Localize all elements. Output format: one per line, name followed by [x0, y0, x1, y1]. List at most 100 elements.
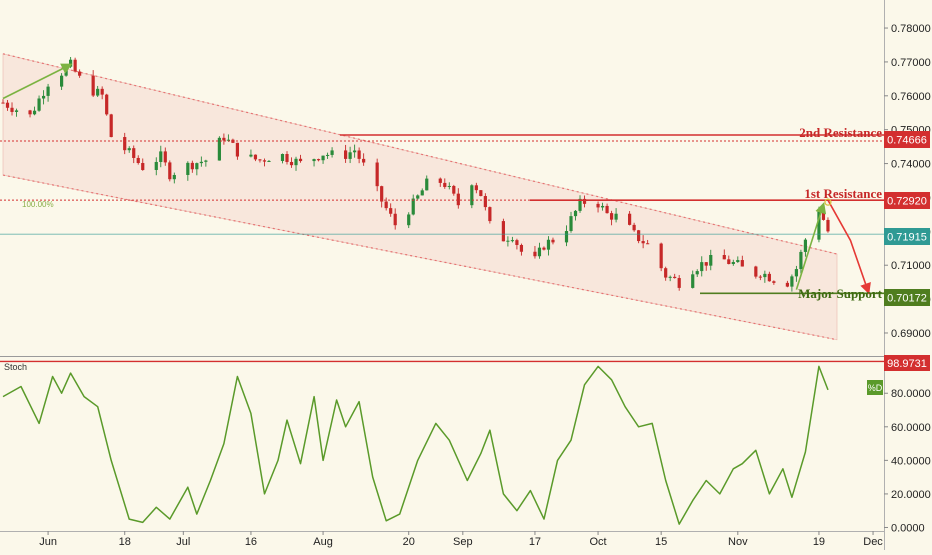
candle	[154, 157, 158, 176]
candle-body	[420, 190, 424, 196]
candle	[249, 149, 253, 158]
time-tick-label: Oct	[589, 536, 606, 548]
candle	[695, 269, 699, 277]
candle-body	[447, 185, 451, 187]
candle-body	[141, 163, 145, 170]
candle-body	[533, 251, 537, 257]
badge-stoch-level: 98.9731	[884, 355, 930, 371]
candle	[96, 85, 100, 98]
candle-body	[731, 262, 735, 265]
badge-current-price: 0.71915	[884, 228, 930, 245]
candle	[628, 211, 632, 226]
candle-body	[32, 110, 37, 115]
candle-body	[803, 239, 808, 252]
candle	[659, 242, 663, 272]
candle-body	[163, 151, 167, 163]
candle-body	[285, 154, 289, 162]
candle	[515, 238, 519, 250]
candle-body	[799, 251, 803, 270]
candle-body	[646, 243, 650, 245]
candle-body	[312, 159, 316, 162]
candle	[731, 259, 735, 266]
candle	[73, 57, 77, 73]
candle-body	[411, 198, 415, 215]
candle	[596, 201, 600, 213]
candle	[285, 151, 289, 165]
candle	[569, 211, 573, 233]
candle	[668, 275, 672, 282]
candle	[673, 273, 677, 279]
candle	[727, 255, 731, 265]
candle	[646, 239, 650, 245]
candle	[389, 203, 393, 217]
candle-body	[546, 239, 551, 250]
candle-body	[96, 88, 100, 96]
candle-body	[740, 260, 744, 267]
candle-body	[267, 160, 271, 162]
candle	[488, 206, 492, 224]
candle-body	[569, 216, 573, 232]
candle-body	[190, 162, 194, 170]
candle-body	[195, 163, 199, 170]
candle	[564, 225, 569, 247]
candle	[506, 236, 510, 247]
candle	[91, 70, 95, 98]
candle	[416, 194, 420, 200]
candle	[501, 218, 505, 242]
candle-body	[817, 210, 821, 240]
candle-body	[456, 193, 460, 206]
candle-body	[294, 158, 298, 166]
candle-body	[330, 150, 334, 155]
candle-body	[253, 154, 258, 160]
candle	[267, 159, 271, 162]
candle-body	[37, 98, 41, 111]
candle	[411, 194, 415, 216]
candle-body	[348, 152, 352, 159]
candle-body	[443, 182, 447, 187]
candle-body	[767, 273, 771, 282]
candle-body	[501, 221, 505, 242]
candle-body	[691, 274, 695, 288]
candle-body	[438, 178, 442, 183]
candle-body	[637, 230, 641, 242]
candle	[790, 274, 794, 292]
level-name-2nd-resistance: 2nd Resistance	[799, 125, 882, 140]
candle	[519, 243, 524, 256]
candle	[691, 270, 695, 289]
candle	[407, 212, 411, 229]
oscillator-label: Stoch	[4, 362, 27, 372]
candle-body	[105, 94, 109, 115]
price-tick-label: 0.78000	[891, 23, 931, 35]
candle	[700, 256, 704, 277]
candle	[362, 153, 366, 166]
stoch-legend-label: %D	[868, 383, 883, 393]
candle-body	[763, 273, 767, 278]
candle	[420, 188, 424, 196]
channel-lower-line	[2, 174, 838, 341]
candle	[767, 271, 771, 282]
candle	[393, 208, 397, 230]
candle	[132, 145, 136, 164]
candle-body	[632, 224, 636, 231]
time-tick-label: 16	[245, 536, 257, 548]
candle	[740, 255, 744, 267]
candle	[772, 280, 776, 285]
candle-body	[204, 160, 208, 162]
candle-body	[353, 150, 357, 153]
price-tick-label: 0.77000	[891, 57, 931, 69]
pivot-marker	[824, 198, 832, 206]
candle	[709, 249, 713, 271]
badge-1st-resistance-label: 0.72920	[887, 196, 927, 208]
candle	[60, 73, 64, 90]
stoch-tick-label: 40.0000	[891, 455, 931, 467]
candle-body	[582, 198, 587, 204]
candle-body	[316, 159, 321, 161]
candle-body	[60, 75, 64, 87]
candle-body	[46, 86, 50, 96]
candle	[123, 132, 127, 155]
candle-body	[100, 88, 104, 95]
badge-major-support-label: 0.70172	[887, 293, 927, 305]
candle	[235, 142, 240, 160]
candle-body	[425, 178, 429, 191]
